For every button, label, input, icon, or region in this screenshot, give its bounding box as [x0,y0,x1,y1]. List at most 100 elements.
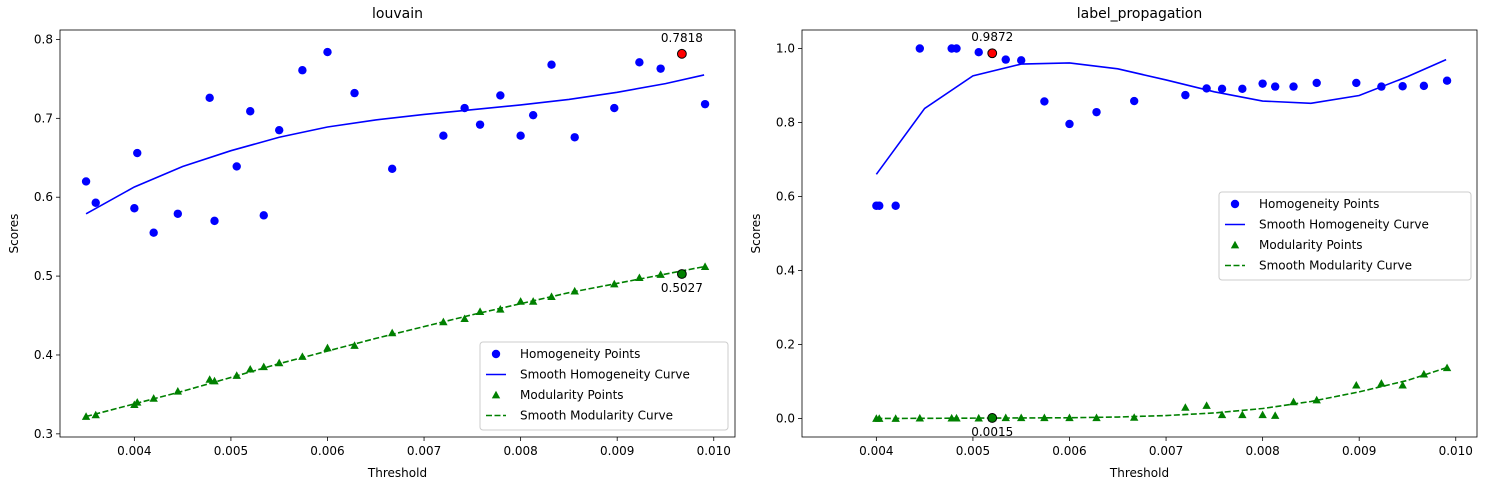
x-tick-label: 0.008 [503,444,537,458]
y-tick-label: 0.4 [776,264,795,278]
homogeneity-point [1238,84,1247,94]
homogeneity-point [1001,55,1010,64]
modularity-point [1238,410,1247,419]
y-tick-label: 0.2 [776,338,795,352]
legend-entry-label: Smooth Modularity Curve [520,409,673,423]
highlight-label: 0.9872 [971,30,1013,44]
modularity-point [205,375,214,383]
x-axis-label: Threshold [367,466,427,480]
modularity-point [1065,413,1074,422]
homogeneity-point [323,47,332,57]
homogeneity-point [656,64,665,73]
homogeneity-point [1017,56,1026,65]
chart-title: label_propagation [1077,6,1203,22]
homogeneity-point [173,209,183,218]
homogeneity-point [610,103,619,113]
highlight-label: 0.0015 [971,425,1013,439]
x-tick-label: 0.006 [1052,444,1086,458]
y-axis-label: Scores [7,214,21,254]
series-modularity-points [872,363,1452,422]
homogeneity-point [275,125,284,135]
x-tick-label: 0.010 [1439,444,1473,458]
modularity-point [700,262,710,270]
homogeneity-point [232,162,241,171]
homogeneity-point [635,58,644,67]
homogeneity-point [1352,78,1361,88]
homogeneity-point [246,107,255,116]
highlight-point [676,269,687,279]
modularity-point [1217,410,1227,419]
homogeneity-point [547,60,556,69]
modularity-point [1202,401,1211,409]
highlight-label: 0.5027 [661,281,703,295]
legend-handle-circle [1230,199,1240,209]
smooth-homogeneity-curve-line [875,58,1447,175]
x-tick-label: 0.005 [956,444,990,458]
x-tick-label: 0.009 [1342,444,1376,458]
legend-entry-label: Smooth Homogeneity Curve [1259,218,1429,232]
smooth-homogeneity-curve-line [85,74,705,215]
series-homogeneity-points [81,47,710,237]
homogeneity-point [439,131,448,140]
highlight-label: 0.7818 [661,31,703,45]
homogeneity-point [1289,82,1298,91]
legend: Homogeneity Points Smooth Homogeneity Cur… [1218,191,1472,281]
homogeneity-point [516,131,525,140]
homogeneity-point [298,66,307,75]
homogeneity-point [387,164,397,174]
modularity-point [1442,363,1452,372]
smooth-modularity-curve-line [876,367,1447,420]
y-tick-label: 0.6 [34,190,53,204]
x-tick-label: 0.008 [1245,444,1279,458]
homogeneity-point [875,201,884,210]
series-smooth-homogeneity-curve [875,58,1447,175]
series-homogeneity-points [872,44,1452,210]
x-tick-label: 0.007 [1149,444,1183,458]
legend-entry-label: Modularity Points [1259,238,1363,252]
louvain-chart: louvain 0.004 0.005 0.006 0.007 0.008 0.009 0.0… [7,6,736,480]
legend-entry-label: Smooth Modularity Curve [1259,259,1412,273]
series-smooth-modularity-curve [876,367,1447,420]
x-tick-label: 0.010 [697,444,731,458]
x-tick-label: 0.009 [600,444,634,458]
homogeneity-point [974,48,983,57]
homogeneity-point [496,91,505,100]
legend-entry-label: Homogeneity Points [520,347,640,361]
homogeneity-point [700,99,710,109]
y-tick-label: 0.6 [776,190,795,204]
x-tick-label: 0.007 [407,444,441,458]
homogeneity-point [1270,82,1280,91]
y-tick-label: 0.0 [776,412,795,426]
modularity-point [1398,381,1407,389]
y-tick-label: 0.4 [34,348,53,362]
y-tick-label: 0.7 [34,111,53,125]
homogeneity-point [528,110,538,120]
y-axis-label: Scores [749,214,763,254]
homogeneity-point [1040,97,1049,106]
modularity-point [350,341,359,349]
highlight-point [987,413,998,423]
modularity-point [460,314,469,323]
homogeneity-point [1442,76,1452,85]
highlight-point [987,48,998,59]
label-propagation-chart: label_propagation 0.004 0.005 0.006 0.007 0.0… [749,6,1478,480]
legend-handle-circle [491,349,501,359]
axes-frame [59,29,736,438]
homogeneity-point [91,198,100,207]
homogeneity-point [1312,78,1321,88]
legend-handle-triangle [1230,240,1240,249]
y-tick-label: 0.3 [34,427,53,441]
modularity-point [1270,411,1280,419]
homogeneity-point [1217,84,1227,94]
homogeneity-point [475,120,485,129]
modularity-point [1040,413,1049,422]
homogeneity-point [81,177,91,186]
homogeneity-point [891,201,900,210]
x-axis-label: Threshold [1109,466,1169,480]
homogeneity-point [1181,90,1190,100]
highlight-point [676,48,687,59]
y-tick-label: 0.8 [776,116,795,130]
y-tick-label: 0.5 [34,269,53,283]
legend-box [479,341,729,431]
x-tick-label: 0.004 [859,444,893,458]
